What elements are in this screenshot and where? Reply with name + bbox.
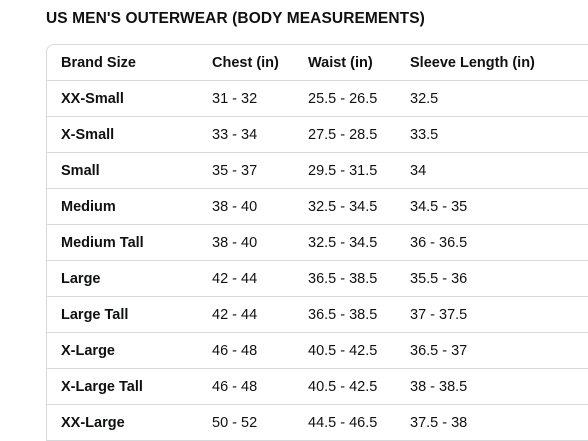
table-row: XX-Small 31 - 32 25.5 - 26.5 32.5: [47, 80, 588, 117]
table-row: Medium Tall 38 - 40 32.5 - 34.5 36 - 36.…: [47, 224, 588, 261]
cell-waist: 40.5 - 42.5: [294, 368, 396, 405]
cell-brand-size: X-Large: [47, 332, 198, 369]
cell-sleeve-length: 36.5 - 37: [396, 332, 588, 369]
cell-sleeve-length: 37 - 37.5: [396, 296, 588, 333]
cell-chest: 38 - 40: [198, 188, 294, 225]
cell-chest: 50 - 52: [212, 414, 258, 431]
table-row: Medium 38 - 40 32.5 - 34.5 34.5 - 35: [47, 188, 588, 225]
cell-brand-size: X-Large Tall: [47, 368, 198, 405]
table-row: Large Tall 42 - 44 36.5 - 38.5 37 - 37.5: [47, 296, 588, 333]
header-chest: Chest (in): [198, 45, 294, 81]
header-brand-size: Brand Size: [47, 45, 198, 81]
cell-brand-size: Large: [47, 260, 198, 297]
cell-chest: 46 - 48: [198, 332, 294, 369]
cell-brand-size: Medium: [47, 188, 198, 225]
size-chart-table: Brand Size Chest (in) Waist (in) Sleeve …: [47, 45, 588, 440]
table-row: X-Large Tall 46 - 48 40.5 - 42.5 38 - 38…: [47, 368, 588, 405]
page-title: US MEN'S OUTERWEAR (BODY MEASUREMENTS): [46, 10, 425, 27]
table-row: Small 35 - 37 29.5 - 31.5 34: [47, 152, 588, 189]
cell-waist: 40.5 - 42.5: [294, 332, 396, 369]
table-row: X-Large 46 - 48 40.5 - 42.5 36.5 - 37: [47, 332, 588, 369]
cell-brand-size: X-Small: [47, 116, 198, 153]
cell-brand-size: XX-Small: [47, 80, 198, 117]
header-sleeve-length: Sleeve Length (in): [396, 45, 588, 81]
table-row: XX-Large 50 - 52 44.5 - 46.5 37.5 - 38: [47, 405, 588, 441]
cell-sleeve-length: 35.5 - 36: [396, 260, 588, 297]
table-row: Large 42 - 44 36.5 - 38.5 35.5 - 36: [47, 260, 588, 297]
cell-waist: 36.5 - 38.5: [294, 296, 396, 333]
cell-brand-size: Medium Tall: [47, 224, 198, 261]
cell-brand-size: Small: [47, 152, 198, 189]
cell-waist: 44.5 - 46.5: [308, 414, 378, 431]
cell-brand-size: XX-Large: [61, 414, 125, 431]
cell-waist: 27.5 - 28.5: [294, 116, 396, 153]
cell-chest: 38 - 40: [198, 224, 294, 261]
cell-waist: 36.5 - 38.5: [294, 260, 396, 297]
cell-sleeve-length: 34: [396, 152, 588, 189]
cell-chest: 33 - 34: [198, 116, 294, 153]
cell-sleeve-length: 32.5: [396, 80, 588, 117]
cell-sleeve-length: 36 - 36.5: [396, 224, 588, 261]
cell-brand-size: Large Tall: [47, 296, 198, 333]
cell-chest: 42 - 44: [198, 260, 294, 297]
cell-chest: 42 - 44: [198, 296, 294, 333]
cell-chest: 46 - 48: [198, 368, 294, 405]
cell-waist: 32.5 - 34.5: [294, 188, 396, 225]
cell-sleeve-length: 33.5: [396, 116, 588, 153]
cell-waist: 29.5 - 31.5: [294, 152, 396, 189]
table-header-row: Brand Size Chest (in) Waist (in) Sleeve …: [47, 45, 588, 81]
cell-chest: 31 - 32: [198, 80, 294, 117]
cell-waist: 32.5 - 34.5: [294, 224, 396, 261]
cell-sleeve-length: 38 - 38.5: [396, 368, 588, 405]
cell-waist: 25.5 - 26.5: [294, 80, 396, 117]
cell-sleeve-length: 34.5 - 35: [396, 188, 588, 225]
table-row: X-Small 33 - 34 27.5 - 28.5 33.5: [47, 116, 588, 153]
header-waist: Waist (in): [294, 45, 396, 81]
cell-chest: 35 - 37: [198, 152, 294, 189]
size-chart-table-container: Brand Size Chest (in) Waist (in) Sleeve …: [46, 44, 588, 441]
cell-sleeve-length: 37.5 - 38: [410, 414, 468, 431]
